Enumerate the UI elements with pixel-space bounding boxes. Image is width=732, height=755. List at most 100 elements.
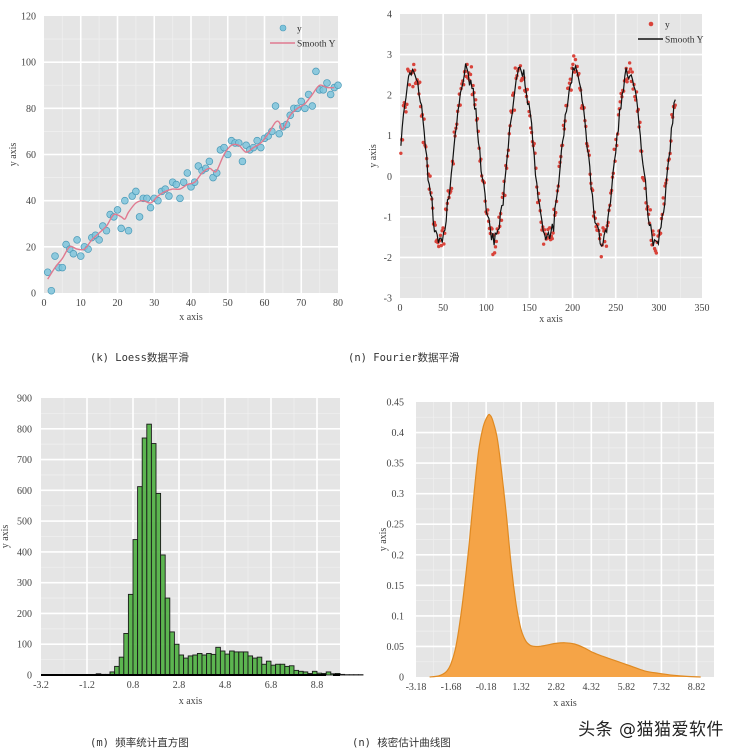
histogram-bar [169, 631, 175, 676]
x-tick-label: 2.8 [173, 680, 186, 691]
y-tick-label: 40 [26, 196, 36, 207]
histogram-bar [233, 651, 240, 676]
data-point [661, 196, 665, 200]
y-tick-label: 80 [26, 104, 36, 115]
data-point [412, 62, 416, 67]
legend-point-icon [648, 21, 654, 27]
y-tick-label: 0 [399, 673, 404, 684]
data-point [165, 192, 173, 200]
x-tick-label: 80 [333, 298, 343, 309]
histogram-bar [132, 539, 139, 676]
data-point [220, 143, 228, 152]
y-tick-label: 0.05 [387, 642, 405, 653]
data-point [73, 236, 81, 244]
data-point [146, 203, 155, 212]
y-tick-label: 0 [31, 289, 36, 300]
y-tick-label: 0 [27, 671, 32, 682]
histogram-bar [229, 650, 235, 676]
x-tick-label: 2.82 [547, 682, 565, 693]
legend-label-smooth: Smooth Y [665, 36, 704, 46]
data-point [257, 143, 265, 152]
y-tick-label: 0.35 [387, 459, 405, 470]
data-point [469, 65, 474, 69]
histogram-bar [201, 654, 208, 676]
x-tick-label: 300 [651, 303, 666, 314]
data-point [493, 245, 498, 249]
y-tick-label: 2 [387, 91, 392, 102]
histogram-bar [261, 663, 267, 676]
histogram-bar [114, 665, 120, 676]
histogram-bar [270, 664, 277, 676]
y-tick-label: 120 [21, 12, 36, 23]
data-point [628, 67, 633, 71]
y-tick-label: 0.25 [387, 520, 405, 531]
x-axis-label: x axis [539, 314, 563, 325]
x-axis-label: x axis [179, 312, 203, 323]
legend-point-icon [279, 24, 287, 32]
data-point [499, 218, 504, 222]
y-tick-label: 20 [26, 242, 36, 253]
histogram-bar [187, 655, 194, 676]
data-point [253, 136, 261, 145]
data-point [113, 206, 122, 214]
histogram-bar [155, 492, 162, 676]
y-tick-label: -3 [384, 294, 392, 305]
y-tick-label: 800 [17, 424, 32, 435]
x-tick-label: 8.82 [688, 682, 706, 693]
y-tick-label: 0 [387, 172, 392, 183]
chart-histogram-panel: -3.2 -1.2 0.8 2.8 4.8 6.8 8.8 0 100 200 300 400 500 6… [0, 380, 366, 707]
x-tick-label: 150 [522, 303, 537, 314]
data-point [84, 245, 92, 253]
data-point [172, 180, 181, 189]
data-point [43, 268, 52, 276]
x-tick-label: 200 [565, 303, 580, 314]
density-curve [429, 413, 701, 678]
plot-area [43, 16, 342, 295]
data-point [571, 62, 575, 67]
y-tick-label: 200 [17, 609, 32, 620]
x-tick-label: -3.2 [33, 680, 49, 691]
data-point [69, 250, 78, 258]
y-tick-label: 0.3 [392, 489, 405, 500]
y-tick-label: 100 [17, 640, 32, 651]
data-point [428, 174, 432, 178]
histogram-bar [173, 643, 180, 676]
histogram-bar [219, 650, 226, 676]
histogram-bar [150, 443, 157, 676]
data-point [599, 255, 603, 259]
data-point [473, 98, 478, 102]
data-point [551, 231, 555, 235]
histogram-bar [210, 653, 217, 676]
y-tick-label: 0.4 [392, 428, 405, 439]
histogram-bar [265, 660, 272, 676]
histogram-bar [178, 654, 185, 676]
y-tick-label: -1 [384, 212, 392, 223]
histogram-bar [238, 651, 244, 676]
data-point [135, 213, 144, 221]
y-axis-label: y axis [0, 525, 11, 549]
legend-label-y: y [297, 25, 302, 35]
data-point [405, 102, 409, 107]
data-point [418, 80, 422, 84]
legend: y Smooth Y [638, 21, 704, 46]
density-area [429, 414, 701, 677]
chart-fourier: 0 50 100 150 200 250 300 350 -3 -2 -1 0 1 2 3 4 x axis y … [368, 10, 710, 326]
histogram-bar [196, 653, 203, 676]
data-point [442, 242, 446, 246]
data-point [326, 90, 335, 99]
data-point [47, 286, 56, 295]
plot-area [41, 398, 364, 676]
data-point [297, 97, 306, 106]
data-point [183, 169, 192, 177]
data-point [121, 196, 129, 205]
data-point [604, 244, 609, 248]
data-point [132, 187, 140, 196]
legend-label-y: y [665, 21, 670, 31]
data-point [468, 72, 473, 77]
data-point [399, 151, 403, 155]
data-point [76, 252, 85, 260]
data-point [441, 226, 445, 230]
histogram-bar [275, 663, 281, 676]
data-point [407, 83, 412, 87]
data-point [513, 66, 517, 70]
